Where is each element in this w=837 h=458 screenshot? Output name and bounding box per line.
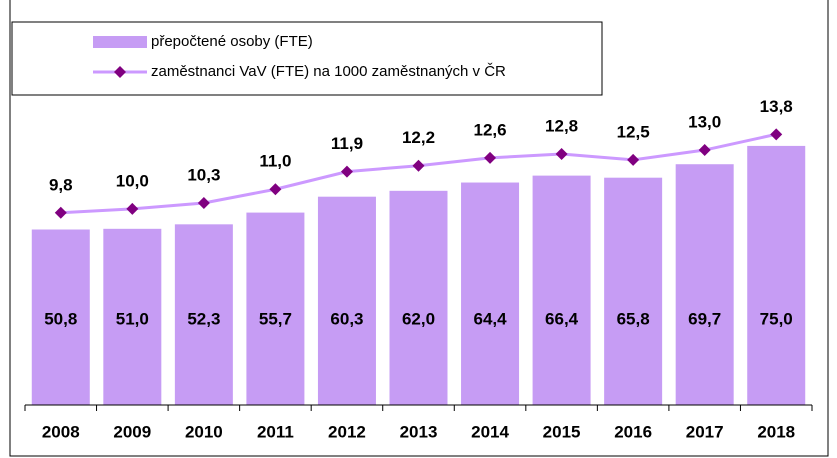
legend-label: zaměstnanci VaV (FTE) na 1000 zaměstnaný… [151,63,506,80]
bar [246,212,305,405]
line-label: 11,0 [259,152,291,171]
line-marker [555,147,568,160]
line-label: 10,0 [116,171,149,190]
bar [31,229,90,405]
bar [103,228,162,405]
x-tick-label: 2015 [543,422,581,441]
bar [389,190,448,405]
legend-swatch [93,36,147,48]
line-marker [340,165,353,178]
legend-label: přepočtené osoby (FTE) [151,33,313,50]
x-tick-label: 2008 [42,422,80,441]
line-label: 12,2 [402,128,435,147]
line-label: 12,6 [473,120,506,139]
bar-label: 52,3 [187,309,220,328]
bar-label: 75,0 [760,309,793,328]
legend-marker [114,66,126,78]
x-tick-label: 2018 [757,422,795,441]
line-label: 11,9 [331,134,363,153]
bar-label: 60,3 [330,309,363,328]
line-marker [484,151,497,164]
bar-label: 62,0 [402,309,435,328]
bar [174,224,233,405]
bar [747,145,806,405]
bar-label: 65,8 [617,309,650,328]
line-label: 10,3 [187,165,220,184]
x-tick-label: 2011 [257,422,294,441]
bar [317,196,376,405]
bar-label: 69,7 [688,309,721,328]
bar [532,175,591,405]
x-tick-label: 2014 [471,422,509,441]
bar-label: 51,0 [116,309,149,328]
line-marker [770,128,783,141]
legend-box [11,21,603,96]
bar [675,164,734,405]
bar-label: 66,4 [545,309,579,328]
x-tick-label: 2010 [185,422,223,441]
line-marker [412,159,425,172]
bar [604,177,663,405]
bar-label: 55,7 [259,309,292,328]
line-marker [197,196,210,209]
line-marker [698,144,711,157]
x-tick-label: 2013 [400,422,438,441]
bar-label: 50,8 [44,309,77,328]
bar-label: 64,4 [473,309,507,328]
x-tick-label: 2017 [686,422,724,441]
bar [461,182,520,405]
line-label: 13,8 [760,97,793,116]
line-marker [126,202,139,215]
x-tick-label: 2016 [614,422,652,441]
x-tick-label: 2009 [113,422,151,441]
line-label: 12,8 [545,116,578,135]
line-marker [269,183,282,196]
line-marker [627,153,640,166]
line-label: 12,5 [617,122,650,141]
line-label: 13,0 [688,113,721,132]
line-label: 9,8 [49,175,73,194]
line-marker [54,206,67,219]
x-tick-label: 2012 [328,422,366,441]
